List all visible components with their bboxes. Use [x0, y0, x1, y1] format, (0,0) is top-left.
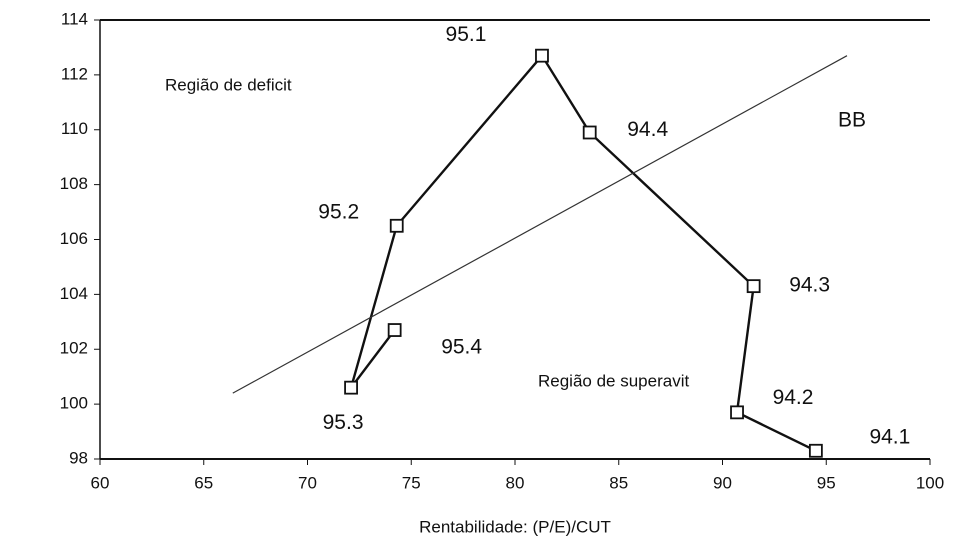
x-tick-label: 95: [817, 473, 836, 492]
point-label: 94.2: [773, 386, 814, 409]
x-tick-label: 70: [298, 473, 317, 492]
y-tick-label: 100: [60, 394, 88, 413]
y-tick-label: 112: [61, 64, 88, 83]
y-tick-label: 106: [60, 229, 88, 248]
annotation: Região de deficit: [165, 75, 292, 94]
point-marker: [387, 323, 402, 337]
series-line: [232, 55, 848, 394]
x-tick-label: 85: [609, 473, 628, 492]
point-marker: [582, 125, 597, 140]
series-line: [349, 53, 817, 452]
point-label: 95.2: [318, 200, 359, 223]
point-marker: [808, 443, 823, 458]
x-tick-label: 60: [91, 473, 110, 492]
y-tick-label: 104: [60, 284, 88, 303]
x-tick-label: 80: [506, 473, 525, 492]
point-label: 94.4: [627, 118, 668, 141]
x-axis-label: Rentabilidade: (P/E)/CUT: [419, 517, 611, 536]
annotation: BB: [838, 109, 866, 132]
y-tick-label: 98: [69, 448, 88, 467]
point-label: 94.3: [789, 274, 830, 297]
point-marker: [746, 279, 761, 294]
y-tick-label: 102: [60, 339, 88, 358]
x-tick-label: 100: [916, 473, 944, 492]
point-marker: [730, 405, 744, 420]
point-label: 95.1: [446, 23, 487, 46]
point-label: 95.4: [441, 336, 482, 359]
y-tick-label: 110: [61, 119, 88, 138]
x-tick-label: 75: [402, 473, 421, 492]
point-marker: [535, 48, 549, 63]
x-tick-label: 90: [713, 473, 732, 492]
y-tick-label: 108: [60, 174, 88, 193]
point-marker: [389, 218, 404, 233]
point-label: 94.1: [869, 425, 910, 448]
point-marker: [344, 380, 358, 395]
annotation: Região de superavit: [538, 371, 689, 390]
y-tick-label: 114: [61, 9, 88, 28]
x-tick-label: 65: [194, 473, 213, 492]
point-label: 95.3: [323, 411, 364, 434]
